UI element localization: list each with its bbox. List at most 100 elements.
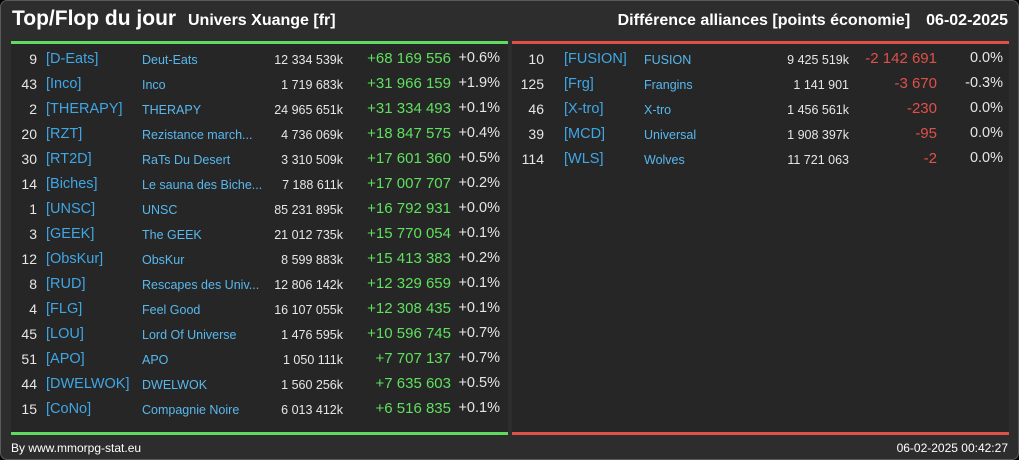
total-points-cell: 1 476 595k bbox=[281, 328, 343, 342]
alliance-name-link[interactable]: THERAPY bbox=[142, 103, 202, 117]
difference-cell: -3 670 bbox=[894, 75, 937, 92]
alliance-tag-link[interactable]: [THERAPY] bbox=[46, 101, 123, 117]
difference-cell: +31 966 159 bbox=[367, 75, 451, 92]
alliance-tag-link[interactable]: [RZT] bbox=[46, 126, 83, 142]
server-name: Univers Xuange [fr] bbox=[188, 12, 336, 29]
rank-cell: 20 bbox=[21, 126, 37, 142]
alliance-tag-link[interactable]: [DWELWOK] bbox=[46, 376, 130, 392]
flop-panel: 10 [FUSION] FUSION 9 425 519k -2 142 691 0.0%… bbox=[512, 41, 1009, 435]
table-row: 114 [WLS] Wolves 11 721 063 -2 0.0% bbox=[512, 148, 1009, 173]
alliance-tag-link[interactable]: [FLG] bbox=[46, 301, 83, 317]
page-title: Top/Flop du jour bbox=[12, 7, 177, 30]
alliance-tag-link[interactable]: [RT2D] bbox=[46, 151, 92, 167]
top-panel: 9 [D-Eats] Deut-Eats 12 334 539k +68 169 556… bbox=[11, 41, 508, 435]
table-row: 3 [GEEK] The GEEK 21 012 735k +15 770 054 +0.… bbox=[11, 223, 508, 248]
alliance-tag-link[interactable]: [X-tro] bbox=[564, 101, 604, 117]
rank-cell: 45 bbox=[21, 326, 37, 342]
alliance-name-link[interactable]: ObsKur bbox=[142, 253, 185, 267]
percent-change-cell: 0.0% bbox=[969, 100, 1003, 116]
percent-change-cell: +0.1% bbox=[458, 400, 500, 416]
alliance-name-link[interactable]: FUSION bbox=[644, 53, 692, 67]
alliance-name-link[interactable]: Rescapes des Univ... bbox=[142, 278, 260, 292]
difference-cell: +12 329 659 bbox=[367, 275, 451, 292]
difference-cell: +18 847 575 bbox=[367, 125, 451, 142]
percent-change-cell: +0.2% bbox=[458, 175, 500, 191]
rank-cell: 39 bbox=[528, 126, 544, 142]
table-row: 44 [DWELWOK] DWELWOK 1 560 256k +7 635 603 +0… bbox=[11, 373, 508, 398]
alliance-tag-link[interactable]: [LOU] bbox=[46, 326, 84, 342]
table-row: 43 [Inco] Inco 1 719 683k +31 966 159 +1.9% bbox=[11, 73, 508, 98]
alliance-tag-link[interactable]: [UNSC] bbox=[46, 201, 96, 217]
alliance-tag-link[interactable]: [CoNo] bbox=[46, 401, 92, 417]
alliance-tag-link[interactable]: [ObsKur] bbox=[46, 251, 104, 267]
alliance-name-link[interactable]: Le sauna des Biche... bbox=[142, 178, 263, 192]
table-row: 8 [RUD] Rescapes des Univ... 12 806 142k +12… bbox=[11, 273, 508, 298]
difference-cell: +31 334 493 bbox=[367, 100, 451, 117]
rank-cell: 114 bbox=[521, 151, 544, 167]
total-points-cell: 7 188 611k bbox=[282, 178, 343, 192]
metric-label: Différence alliances [points économie] bbox=[617, 12, 911, 29]
difference-cell: +10 596 745 bbox=[367, 325, 451, 342]
percent-change-cell: +0.2% bbox=[458, 250, 500, 266]
alliance-name-link[interactable]: Wolves bbox=[644, 153, 685, 167]
alliance-name-link[interactable]: Rezistance march... bbox=[142, 128, 253, 142]
alliance-tag-link[interactable]: [Inco] bbox=[46, 76, 82, 92]
rank-cell: 30 bbox=[21, 151, 37, 167]
difference-cell: +17 007 707 bbox=[367, 175, 451, 192]
rank-cell: 44 bbox=[21, 376, 37, 392]
total-points-cell: 11 721 063 bbox=[787, 153, 849, 167]
alliance-name-link[interactable]: X-tro bbox=[644, 103, 672, 117]
percent-change-cell: +0.1% bbox=[458, 100, 500, 116]
alliance-name-link[interactable]: Deut-Eats bbox=[142, 53, 198, 67]
alliance-tag-link[interactable]: [GEEK] bbox=[46, 226, 95, 242]
total-points-cell: 21 012 735k bbox=[274, 228, 343, 242]
difference-cell: -2 bbox=[923, 150, 937, 167]
flop-panel-accent-bar bbox=[512, 41, 1009, 44]
alliance-tag-link[interactable]: [FUSION] bbox=[564, 51, 627, 67]
flop-panel-bottom-bar bbox=[512, 432, 1009, 435]
alliance-tag-link[interactable]: [D-Eats] bbox=[46, 51, 99, 67]
alliance-name-link[interactable]: DWELWOK bbox=[142, 378, 208, 392]
alliance-name-link[interactable]: Frangins bbox=[644, 78, 693, 92]
difference-cell: +12 308 435 bbox=[367, 300, 451, 317]
alliance-tag-link[interactable]: [APO] bbox=[46, 351, 85, 367]
total-points-cell: 24 965 651k bbox=[274, 103, 343, 117]
rank-cell: 10 bbox=[528, 51, 544, 67]
alliance-name-link[interactable]: The GEEK bbox=[142, 228, 202, 242]
difference-cell: +15 413 383 bbox=[367, 250, 451, 267]
alliance-name-link[interactable]: Inco bbox=[142, 78, 166, 92]
alliance-name-link[interactable]: Universal bbox=[644, 128, 697, 142]
total-points-cell: 12 334 539k bbox=[274, 53, 343, 67]
table-row: 12 [ObsKur] ObsKur 8 599 883k +15 413 383 +0.… bbox=[11, 248, 508, 273]
total-points-cell: 1 560 256k bbox=[281, 378, 343, 392]
alliance-tag-link[interactable]: [Biches] bbox=[46, 176, 98, 192]
percent-change-cell: 0.0% bbox=[969, 150, 1003, 166]
alliance-name-link[interactable]: APO bbox=[142, 353, 169, 367]
alliance-name-link[interactable]: Lord Of Universe bbox=[142, 328, 237, 342]
rank-cell: 1 bbox=[29, 201, 37, 217]
difference-cell: +6 516 835 bbox=[375, 400, 452, 417]
total-points-cell: 1 719 683k bbox=[281, 78, 343, 92]
alliance-tag-link[interactable]: [RUD] bbox=[46, 276, 86, 292]
date-label: 06-02-2025 bbox=[926, 12, 1008, 29]
difference-cell: -230 bbox=[906, 100, 937, 117]
alliance-name-link[interactable]: Feel Good bbox=[142, 303, 201, 317]
alliance-name-link[interactable]: RaTs Du Desert bbox=[142, 153, 231, 167]
total-points-cell: 16 107 055k bbox=[274, 303, 343, 317]
alliance-tag-link[interactable]: [MCD] bbox=[564, 126, 606, 142]
difference-cell: +7 635 603 bbox=[375, 375, 452, 392]
alliance-tag-link[interactable]: [WLS] bbox=[564, 151, 604, 167]
alliance-name-link[interactable]: Compagnie Noire bbox=[142, 403, 240, 417]
percent-change-cell: -0.3% bbox=[965, 75, 1003, 91]
header-info: Différence alliances [points économie] 06… bbox=[618, 12, 1008, 30]
difference-cell: -95 bbox=[915, 125, 937, 142]
rank-cell: 3 bbox=[29, 226, 37, 242]
percent-change-cell: +0.6% bbox=[458, 50, 500, 66]
rank-cell: 51 bbox=[21, 351, 37, 367]
total-points-cell: 1 908 397k bbox=[787, 128, 849, 142]
rank-cell: 43 bbox=[21, 76, 37, 92]
source-link[interactable]: By www.mmorpg-stat.eu bbox=[11, 441, 142, 455]
alliance-name-link[interactable]: UNSC bbox=[142, 203, 178, 217]
alliance-tag-link[interactable]: [Frg] bbox=[564, 76, 594, 92]
